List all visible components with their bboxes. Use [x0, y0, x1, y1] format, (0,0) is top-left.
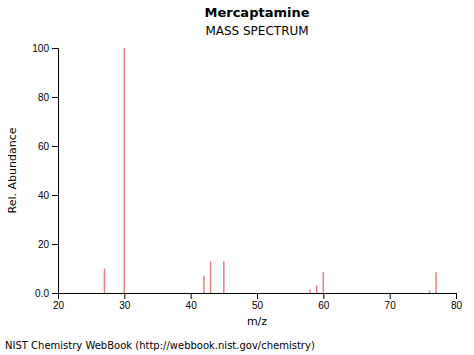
- x-tick-label: 30: [119, 300, 131, 311]
- x-tick-mark: [191, 293, 192, 299]
- peak: [316, 286, 318, 293]
- y-tick: 80: [38, 92, 58, 103]
- peak: [203, 276, 205, 293]
- x-tick-mark: [257, 293, 258, 299]
- x-tick-label: 70: [385, 300, 397, 311]
- y-tick: 20: [38, 239, 58, 250]
- y-tick-mark: [52, 293, 58, 294]
- y-tick: 40: [38, 190, 58, 201]
- x-tick-label: 60: [318, 300, 330, 311]
- y-tick-mark: [52, 97, 58, 98]
- x-tick-mark: [390, 293, 391, 299]
- y-tick-label: 80: [38, 92, 50, 103]
- y-tick-label: 0.0: [35, 288, 49, 299]
- x-tick: 20: [53, 293, 65, 311]
- y-tick-mark: [52, 146, 58, 147]
- x-tick-label: 40: [186, 300, 198, 311]
- plot: 20 30 40 50 60 70 80 0.0 20 40 60 80 100: [32, 43, 462, 311]
- x-tick: 50: [252, 293, 264, 311]
- y-axis-line: [52, 49, 59, 294]
- x-axis-line: [59, 294, 457, 300]
- peak: [124, 48, 126, 293]
- y-tick-label: 20: [38, 239, 50, 250]
- x-tick-mark: [124, 293, 125, 299]
- y-tick: 0.0: [35, 288, 58, 299]
- y-tick: 100: [32, 43, 58, 54]
- x-tick: 60: [318, 293, 330, 311]
- y-tick-label: 40: [38, 190, 50, 201]
- x-tick-label: 80: [451, 300, 463, 311]
- x-tick: 80: [451, 293, 463, 311]
- x-tick: 30: [119, 293, 131, 311]
- x-axis-label: m/z: [247, 315, 267, 328]
- y-tick-label: 100: [32, 43, 49, 54]
- peak: [429, 291, 431, 293]
- peak: [323, 272, 325, 293]
- y-tick-mark: [52, 48, 58, 49]
- y-tick-mark: [52, 195, 58, 196]
- peak: [435, 272, 437, 293]
- chart: 20 30 40 50 60 70 80 0.0 20 40 60 80 100 Mercaptamine…: [0, 0, 474, 355]
- peak: [210, 261, 212, 293]
- y-axis: 0.0 20 40 60 80 100: [32, 43, 58, 299]
- peaks: [104, 48, 436, 293]
- x-tick: 40: [186, 293, 198, 311]
- footer: NIST Chemistry WebBook (http://webbook.n…: [5, 340, 315, 351]
- x-tick-label: 50: [252, 300, 264, 311]
- x-tick: 70: [385, 293, 397, 311]
- y-tick-label: 60: [38, 141, 50, 152]
- y-axis-label: Rel. Abundance: [6, 127, 19, 213]
- x-tick-label: 20: [53, 300, 65, 311]
- peak: [309, 289, 311, 293]
- subtitle: MASS SPECTRUM: [205, 24, 308, 38]
- y-tick-mark: [52, 244, 58, 245]
- title: Mercaptamine: [204, 5, 309, 20]
- x-axis: 20 30 40 50 60 70 80: [53, 293, 463, 311]
- x-tick-mark: [323, 293, 324, 299]
- x-tick-mark: [456, 293, 457, 299]
- y-tick: 60: [38, 141, 58, 152]
- peak: [223, 261, 225, 293]
- peak: [104, 269, 106, 294]
